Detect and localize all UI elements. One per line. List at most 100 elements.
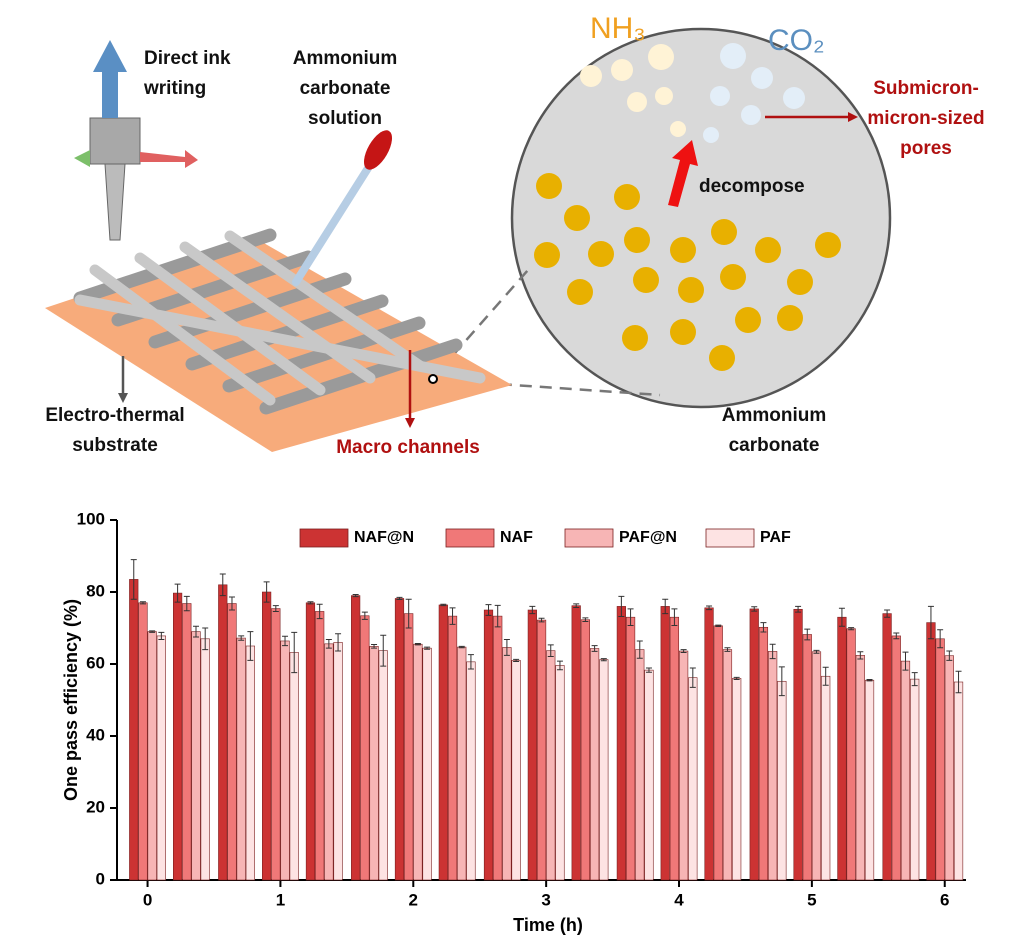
bar	[891, 635, 901, 881]
error-bar	[911, 672, 918, 687]
error-bar	[282, 635, 289, 647]
y-tick-label: 100	[77, 509, 105, 528]
zoom-line	[439, 378, 661, 397]
bar	[882, 613, 892, 881]
label: CO₂	[768, 24, 825, 57]
error-bar	[645, 667, 652, 673]
error-bar	[857, 651, 864, 660]
error-bar	[733, 676, 740, 680]
label: NH₃	[590, 12, 646, 45]
bar	[555, 665, 565, 881]
label: Submicron-	[873, 78, 979, 99]
nh3-bubbles	[580, 44, 686, 137]
error-bar	[751, 606, 758, 612]
axis-arrow-z	[93, 40, 127, 118]
error-bar	[183, 595, 190, 612]
error-bar	[884, 609, 891, 618]
error-bar	[139, 601, 146, 605]
bar	[422, 647, 432, 881]
co2-bubbles	[703, 43, 805, 143]
dropper-bulb	[364, 130, 392, 170]
error-bar	[263, 581, 270, 603]
error-bar	[600, 658, 607, 662]
label: Direct ink	[144, 48, 231, 69]
error-bar	[866, 678, 873, 682]
bar	[200, 638, 210, 881]
legend-swatch	[445, 528, 495, 548]
bar	[802, 634, 812, 881]
bar	[704, 607, 714, 881]
error-bar	[513, 658, 520, 662]
channels-arrowhead	[405, 418, 415, 428]
printer-head	[89, 117, 141, 165]
label: writing	[143, 78, 206, 99]
bar	[236, 637, 246, 881]
bar	[811, 651, 822, 881]
error-bar	[202, 627, 209, 651]
error-bar	[724, 647, 731, 652]
error-bar	[158, 631, 165, 641]
bar	[404, 613, 414, 881]
x-tick-label: 4	[674, 890, 684, 909]
x-tick-label: 3	[541, 890, 550, 909]
x-tick-label: 2	[409, 890, 418, 909]
error-bar	[927, 605, 934, 640]
bar	[953, 681, 964, 881]
bar	[846, 628, 856, 881]
bar	[793, 608, 803, 881]
x-tick-label: 0	[143, 890, 152, 909]
bar	[351, 595, 361, 881]
error-bar	[769, 643, 776, 660]
bar	[616, 606, 626, 881]
substrate-arrowhead	[118, 393, 128, 403]
bar	[182, 603, 192, 881]
error-bar	[795, 605, 802, 613]
error-bar	[307, 601, 314, 605]
label: carbonate	[300, 78, 391, 99]
error-bar	[405, 598, 412, 629]
error-bar	[272, 605, 279, 612]
bar	[669, 616, 680, 881]
error-bar	[689, 667, 696, 688]
y-tick-label: 40	[86, 725, 105, 744]
bar	[599, 659, 609, 881]
error-bar	[556, 660, 563, 671]
error-bar	[591, 645, 598, 652]
error-bar	[582, 617, 589, 623]
bar	[305, 602, 316, 881]
error-bar	[848, 627, 855, 631]
y-tick-label: 60	[86, 653, 105, 672]
error-bar	[893, 632, 900, 640]
plot: 0 20 40 60 80 100 0 1 2 3 4 5 6 NAF@N NAF PAF@N PAF	[77, 509, 964, 909]
error-bar	[946, 650, 953, 661]
error-bar	[424, 646, 431, 650]
legend-swatch	[705, 528, 755, 548]
label: Ammonium	[293, 48, 398, 69]
error-bar	[760, 622, 767, 633]
bar	[333, 642, 343, 881]
bar	[536, 619, 547, 881]
label: Macro channels	[336, 437, 480, 458]
axis-arrow-x	[140, 150, 198, 168]
bar	[944, 655, 954, 881]
error-bar	[380, 634, 387, 667]
bar	[447, 615, 458, 881]
bar	[438, 604, 448, 881]
error-bar	[396, 596, 403, 601]
error-bar	[316, 603, 323, 620]
error-bar	[671, 608, 678, 626]
bar	[900, 660, 911, 881]
error-bar	[680, 649, 687, 653]
x-tick-label: 1	[276, 890, 285, 909]
bar	[527, 609, 537, 881]
error-bar	[449, 607, 456, 625]
error-bar	[467, 654, 474, 670]
error-bar	[193, 625, 200, 638]
error-bar	[778, 666, 785, 697]
error-bar	[955, 670, 962, 694]
error-bar	[335, 633, 342, 652]
bar	[315, 611, 325, 881]
bar	[483, 609, 494, 881]
error-bar	[627, 608, 634, 626]
